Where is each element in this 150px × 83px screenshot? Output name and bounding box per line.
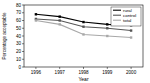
marker xyxy=(82,26,84,28)
x-tick-label: 1998 xyxy=(78,70,89,75)
y-tick-label: 40 xyxy=(16,34,22,39)
y-tick xyxy=(22,5,24,6)
y-tick-label: 70 xyxy=(16,10,22,15)
y-tick xyxy=(22,28,24,29)
x-axis-label: Year xyxy=(78,76,88,82)
x-tick-label: 1996 xyxy=(31,70,42,75)
x-tick-label: 2000 xyxy=(126,70,137,75)
x-tick xyxy=(35,67,36,69)
y-tick xyxy=(22,36,24,37)
marker xyxy=(106,35,108,37)
x-tick-label: 1999 xyxy=(102,70,113,75)
x-tick xyxy=(131,67,132,69)
marker xyxy=(106,23,108,25)
y-tick xyxy=(22,20,24,21)
y-tick xyxy=(22,67,24,68)
marker xyxy=(82,21,84,23)
plot-frame xyxy=(24,5,143,67)
marker xyxy=(106,27,108,29)
y-tick-label: 30 xyxy=(16,41,22,46)
marker xyxy=(59,19,61,21)
marker xyxy=(35,19,37,21)
marker xyxy=(82,33,84,35)
y-tick-label: 0 xyxy=(18,65,21,70)
chart: 0 10 20 30 40 50 60 70 80 1996 1997 1998 1999 2000 Yea… xyxy=(0,0,150,83)
x-tick xyxy=(83,67,84,69)
marker xyxy=(59,23,61,25)
y-tick xyxy=(22,12,24,13)
y-tick xyxy=(22,59,24,60)
x-tick xyxy=(107,67,108,69)
y-axis-label: Percentage acceptable xyxy=(2,12,7,59)
legend-swatch xyxy=(113,10,121,11)
marker xyxy=(130,36,132,38)
marker xyxy=(35,13,37,15)
y-tick-label: 10 xyxy=(16,57,22,62)
marker xyxy=(59,15,61,17)
y-tick-label: 20 xyxy=(16,49,22,54)
legend-swatch xyxy=(113,15,121,16)
y-tick xyxy=(22,51,24,52)
legend-box xyxy=(111,7,141,26)
legend-swatch xyxy=(113,20,121,21)
y-tick-label: 60 xyxy=(16,18,22,23)
x-tick-label: 1997 xyxy=(55,70,66,75)
legend-label: total xyxy=(123,18,131,23)
y-tick-label: 50 xyxy=(16,26,22,31)
y-tick xyxy=(22,43,24,44)
y-tick-label: 80 xyxy=(16,3,22,8)
marker xyxy=(130,29,132,31)
x-tick xyxy=(59,67,60,69)
